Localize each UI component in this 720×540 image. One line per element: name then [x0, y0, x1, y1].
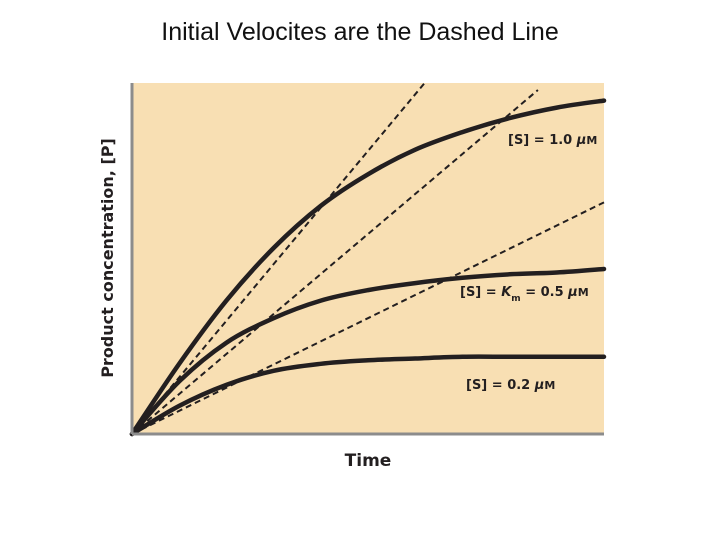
- series-curve-1: [129, 98, 607, 437]
- series-curve-3: [129, 354, 607, 437]
- series-label-2: [S] = Km = 0.5 μM: [460, 285, 589, 304]
- initial-velocity-line-1: [131, 82, 426, 435]
- series-curves: [129, 98, 607, 437]
- series-label-1: [S] = 1.0 μM: [508, 133, 597, 148]
- series-curve-2: [129, 266, 607, 437]
- x-axis-label: Time: [345, 451, 392, 471]
- series-labels: [S] = 1.0 μM [S] = Km = 0.5 μM [S] = 0.2 μ…: [460, 133, 597, 393]
- plot-background: [132, 83, 604, 434]
- series-label-3: [S] = 0.2 μM: [466, 378, 555, 393]
- y-axis-label: Product concentration, [P]: [98, 138, 117, 378]
- initial-velocity-line-3: [131, 201, 605, 435]
- initial-velocity-lines: [131, 82, 605, 435]
- initial-velocity-line-2: [131, 89, 539, 435]
- slide-title: Initial Velocites are the Dashed Line: [161, 18, 559, 46]
